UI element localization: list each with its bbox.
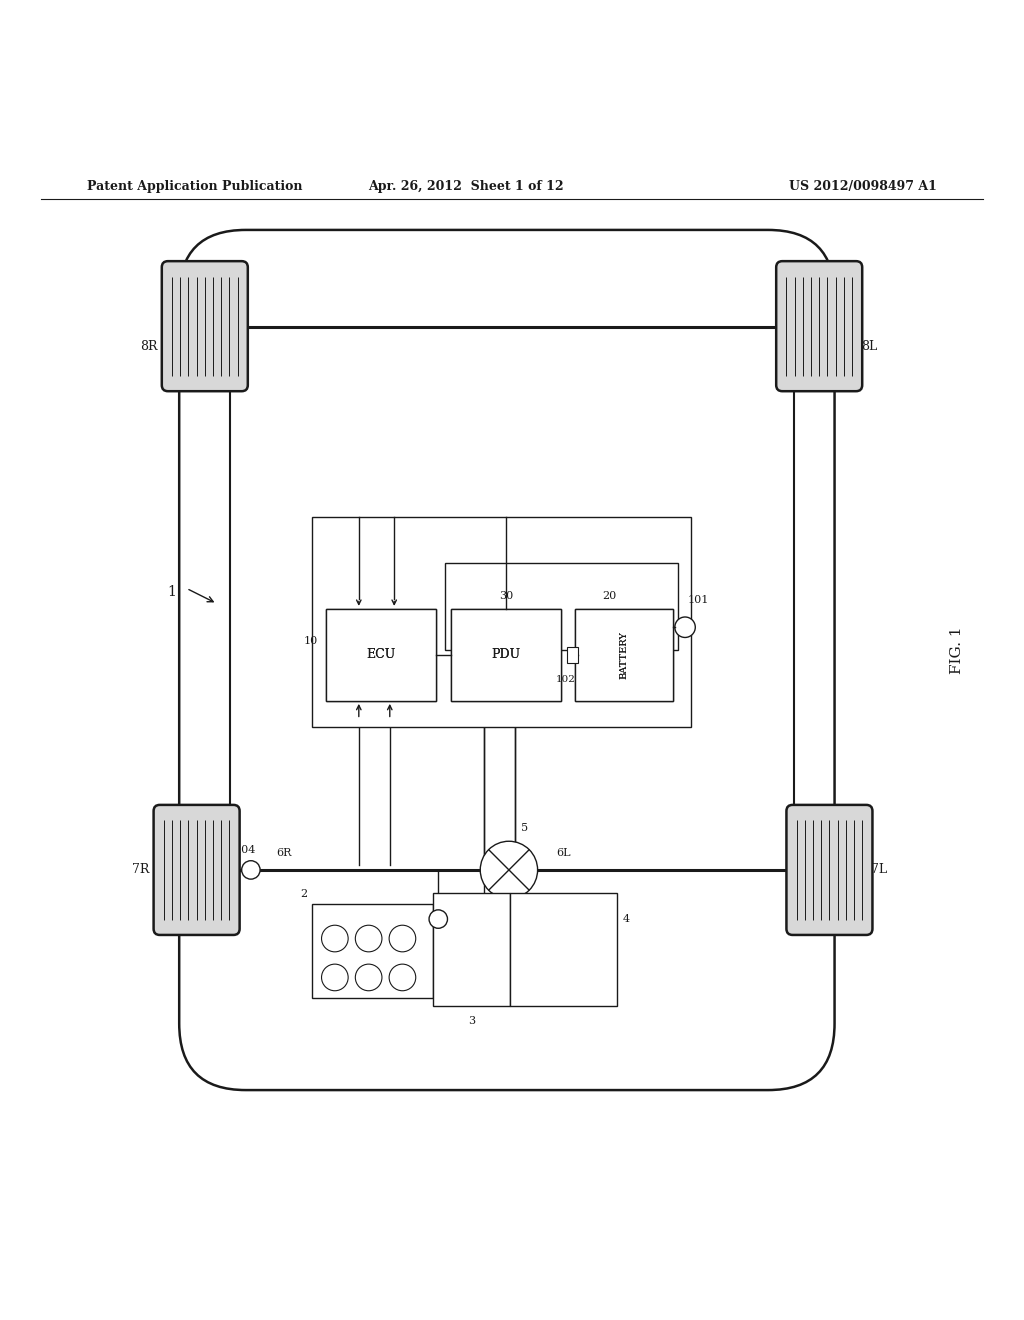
Text: 8L: 8L <box>861 341 878 354</box>
Text: PDU: PDU <box>492 648 520 661</box>
FancyBboxPatch shape <box>154 805 240 935</box>
Bar <box>451 609 561 701</box>
Circle shape <box>429 909 447 928</box>
Bar <box>312 516 691 726</box>
FancyBboxPatch shape <box>776 261 862 391</box>
Text: 104: 104 <box>236 845 256 854</box>
Bar <box>451 609 561 701</box>
Text: BATTERY: BATTERY <box>620 631 629 678</box>
Text: 7R: 7R <box>132 863 150 876</box>
Bar <box>326 609 436 701</box>
Circle shape <box>675 616 695 638</box>
Text: ECU: ECU <box>367 648 395 661</box>
Text: 2: 2 <box>300 888 307 899</box>
Text: PDU: PDU <box>492 648 520 661</box>
Text: 20: 20 <box>602 590 616 601</box>
Text: FIG. 1: FIG. 1 <box>950 626 965 673</box>
Circle shape <box>389 925 416 952</box>
Text: 1: 1 <box>167 585 176 599</box>
Text: 6R: 6R <box>276 847 292 858</box>
Circle shape <box>322 925 348 952</box>
Bar <box>575 609 673 701</box>
Circle shape <box>355 925 382 952</box>
Text: 7L: 7L <box>871 863 888 876</box>
Text: 3: 3 <box>468 1016 475 1027</box>
Text: 8R: 8R <box>140 341 158 354</box>
Text: 101: 101 <box>688 595 710 605</box>
Text: 5: 5 <box>521 824 528 833</box>
Text: Patent Application Publication: Patent Application Publication <box>87 181 302 194</box>
Bar <box>510 894 617 1006</box>
Text: 30: 30 <box>499 590 513 601</box>
Bar <box>567 647 578 663</box>
Bar <box>433 894 510 1006</box>
Circle shape <box>242 861 260 879</box>
Text: 4: 4 <box>623 913 630 924</box>
Text: 6L: 6L <box>556 847 570 858</box>
Bar <box>312 904 433 998</box>
Circle shape <box>480 841 538 899</box>
Text: Apr. 26, 2012  Sheet 1 of 12: Apr. 26, 2012 Sheet 1 of 12 <box>368 181 564 194</box>
Bar <box>575 609 673 701</box>
Circle shape <box>322 964 348 991</box>
Bar <box>326 609 436 701</box>
FancyBboxPatch shape <box>162 261 248 391</box>
FancyBboxPatch shape <box>786 805 872 935</box>
Text: 103: 103 <box>440 932 462 941</box>
Circle shape <box>389 964 416 991</box>
Text: 10: 10 <box>303 636 317 645</box>
Text: 102: 102 <box>555 676 575 684</box>
Circle shape <box>355 964 382 991</box>
FancyBboxPatch shape <box>179 230 835 1090</box>
Text: BATTERY: BATTERY <box>620 631 629 678</box>
Bar <box>445 562 678 651</box>
Text: US 2012/0098497 A1: US 2012/0098497 A1 <box>790 181 937 194</box>
Text: ECU: ECU <box>367 648 395 661</box>
